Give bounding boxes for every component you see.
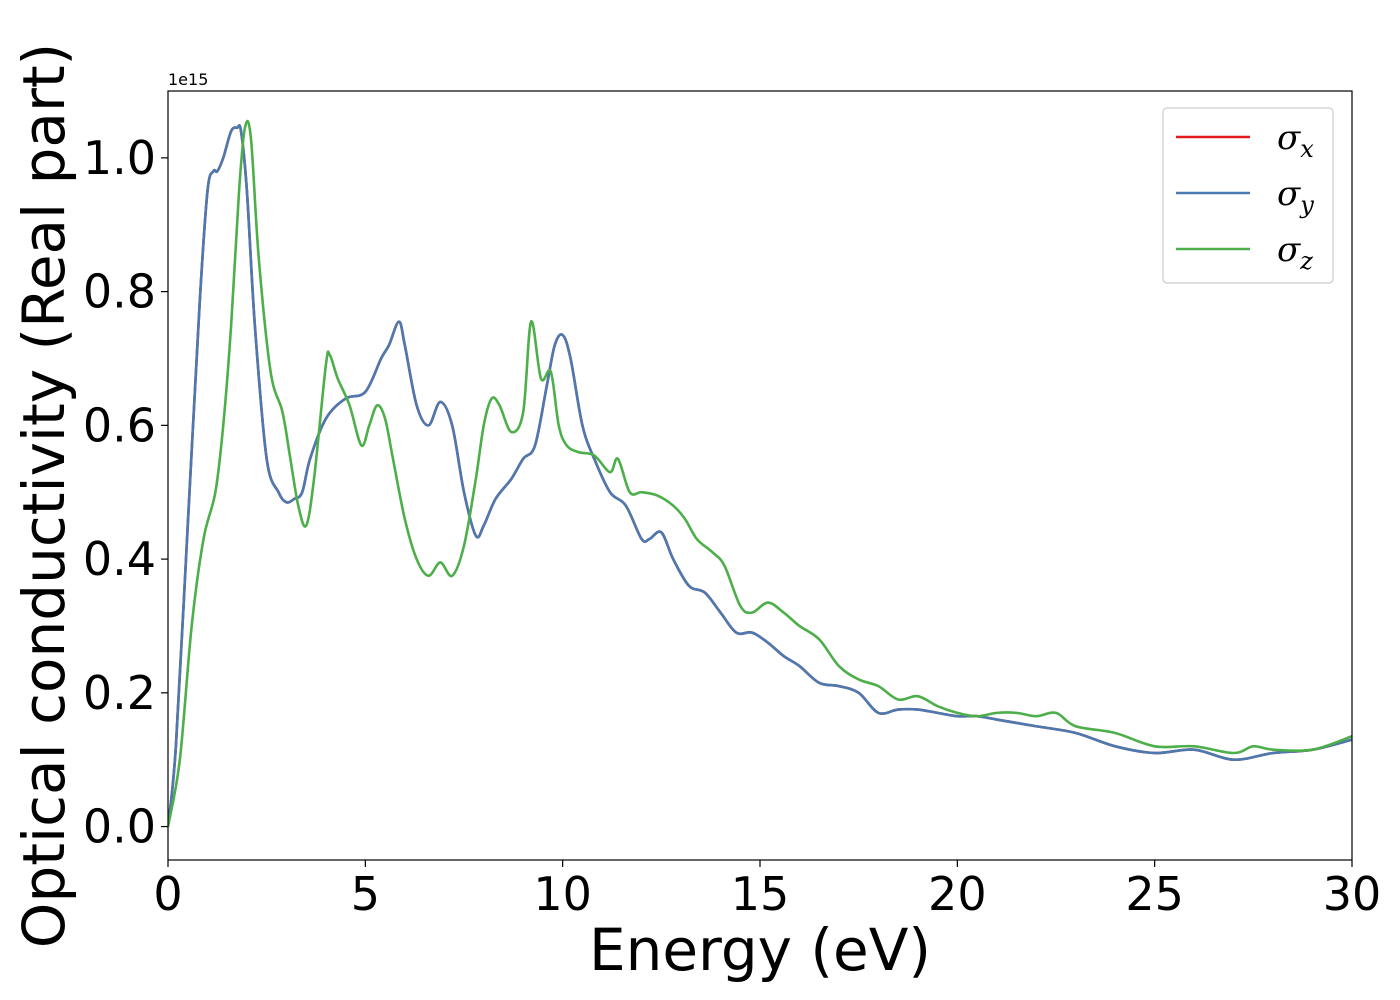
x-tick-label: 30 bbox=[1323, 867, 1382, 921]
y-offset-label: 1e15 bbox=[168, 70, 208, 89]
x-tick-label: 15 bbox=[731, 867, 790, 921]
y-tick-label: 0.2 bbox=[83, 666, 156, 720]
legend-label-z: σz bbox=[1277, 230, 1313, 275]
y-tick-label: 0.6 bbox=[83, 398, 156, 452]
x-axis: 0 5 10 15 20 25 30 bbox=[153, 860, 1381, 921]
series-line-y bbox=[168, 124, 1352, 827]
y-tick-label: 0.4 bbox=[83, 532, 156, 586]
y-tick-label: 0.0 bbox=[83, 800, 156, 854]
x-tick-label: 10 bbox=[533, 867, 592, 921]
y-axis-title: Optical conductivity (Real part) bbox=[10, 43, 78, 948]
legend-box bbox=[1162, 107, 1334, 284]
series-line-z bbox=[168, 120, 1352, 827]
x-axis-title: Energy (eV) bbox=[589, 916, 931, 984]
x-tick-label: 25 bbox=[1125, 867, 1184, 921]
series-layer bbox=[168, 120, 1352, 827]
legend: σx σy σz bbox=[1162, 107, 1334, 284]
y-axis: 0.0 0.2 0.4 0.6 0.8 1.0 bbox=[83, 131, 168, 854]
x-tick-label: 20 bbox=[928, 867, 987, 921]
legend-label-y: σy bbox=[1277, 174, 1314, 219]
plot-area bbox=[167, 90, 1353, 861]
y-tick-label: 0.8 bbox=[83, 265, 156, 319]
x-tick-label: 5 bbox=[351, 867, 380, 921]
y-tick-label: 1.0 bbox=[83, 131, 156, 185]
legend-label-x: σx bbox=[1277, 118, 1314, 163]
x-tick-label: 0 bbox=[153, 867, 182, 921]
